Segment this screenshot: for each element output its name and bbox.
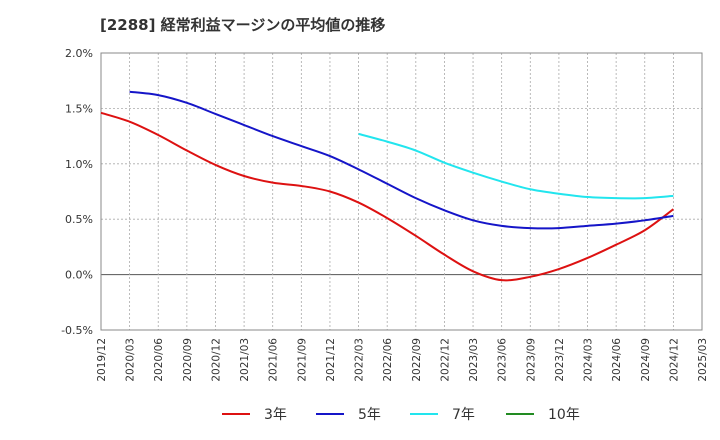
y-tick-label: 1.5% [65,102,93,115]
x-tick-label: 2019/12 [96,338,108,382]
x-tick-label: 2020/12 [210,338,222,382]
x-tick-label: 2024/06 [611,338,623,382]
x-tick-label: 2020/09 [182,338,194,382]
legend-label: 10年 [548,407,580,423]
x-tick-label: 2021/09 [296,338,308,382]
x-tick-label: 2022/09 [411,338,423,382]
x-tick-label: 2022/03 [354,338,366,382]
chart-title: [2288] 経常利益マージンの平均値の推移 [100,16,386,34]
x-tick-label: 2024/09 [640,338,652,382]
y-tick-label: 0.0% [65,269,93,282]
legend-label: 7年 [452,407,475,423]
x-tick-label: 2020/06 [153,338,165,382]
x-tick-label: 2024/03 [583,338,595,382]
series-line-1 [129,90,674,230]
legend: 3年 5年 7年 10年 [222,407,580,423]
y-tick-label: 1.0% [65,158,93,171]
y-tick-label: 2.0% [65,47,93,60]
x-tick-label: 2021/03 [239,338,251,382]
x-tick-label: 2021/06 [268,338,280,382]
series-line-0 [100,111,674,282]
x-tick-label: 2024/12 [668,338,680,382]
plot-border [100,52,703,331]
x-tick-label: 2025/03 [697,338,709,382]
y-tick-label: 0.5% [65,213,93,226]
x-tick-label: 2023/06 [497,338,509,382]
x-tick-label: 2021/12 [325,338,337,382]
x-tick-label: 2022/06 [382,338,394,382]
series-line-2 [358,132,674,200]
x-tick-label: 2023/09 [525,338,537,382]
x-tick-label: 2023/03 [468,338,480,382]
axis-layer: 2.0% 1.5% 1.0% 0.5% 0.0% -0.5%2019/12 2020/03 2… [61,47,709,382]
x-tick-label: 2023/12 [554,338,566,382]
legend-label: 3年 [264,407,287,423]
x-tick-label: 2020/03 [125,338,137,382]
x-tick-label: 2022/12 [439,338,451,382]
series-layer [100,90,674,282]
legend-label: 5年 [358,407,381,423]
y-tick-label: -0.5% [61,324,93,337]
